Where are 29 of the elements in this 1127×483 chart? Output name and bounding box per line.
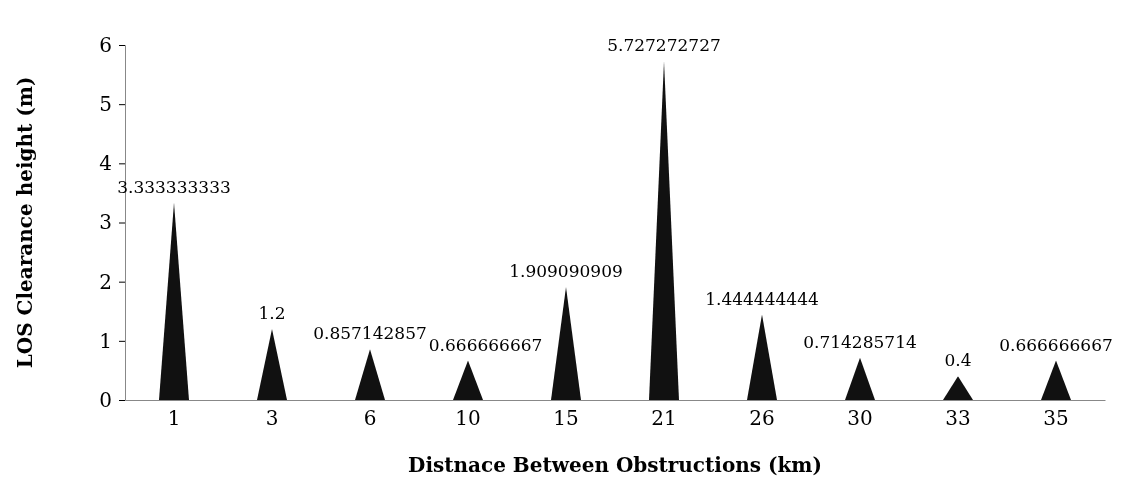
x-tick-label: 33 xyxy=(945,406,971,430)
y-tick-label: 3 xyxy=(99,210,112,235)
data-label: 3.333333333 xyxy=(117,176,231,197)
data-label: 0.666666667 xyxy=(999,334,1113,355)
data-label: 1.444444444 xyxy=(705,288,819,309)
y-tick-label: 0 xyxy=(99,387,112,412)
x-tick-label: 30 xyxy=(847,406,873,430)
x-tick-label: 21 xyxy=(651,406,677,430)
x-tick-label: 35 xyxy=(1043,406,1069,430)
x-tick-label: 26 xyxy=(749,406,775,430)
y-axis-title: LOS Clearance height (m) xyxy=(13,76,37,369)
y-tick-label: 6 xyxy=(99,32,112,57)
x-tick-label: 1 xyxy=(167,406,181,430)
x-tick-label: 15 xyxy=(553,406,579,430)
data-label: 1.2 xyxy=(258,303,286,323)
y-tick-label: 5 xyxy=(99,92,112,117)
data-label: 0.714285714 xyxy=(803,331,917,352)
data-label: 0.666666667 xyxy=(428,334,543,355)
x-axis-title: Distnace Between Obstructions (km) xyxy=(408,453,822,477)
x-tick-label: 3 xyxy=(265,406,279,430)
x-tick-label: 6 xyxy=(363,406,377,430)
y-tick-label: 1 xyxy=(99,328,112,353)
y-tick-label: 2 xyxy=(99,269,112,294)
data-label: 1.909090909 xyxy=(509,261,623,282)
data-label: 0.4 xyxy=(944,350,972,371)
data-label: 5.727272727 xyxy=(607,35,721,56)
y-tick-label: 4 xyxy=(99,151,112,176)
data-label: 0.857142857 xyxy=(313,323,427,344)
x-tick-label: 10 xyxy=(455,406,481,430)
